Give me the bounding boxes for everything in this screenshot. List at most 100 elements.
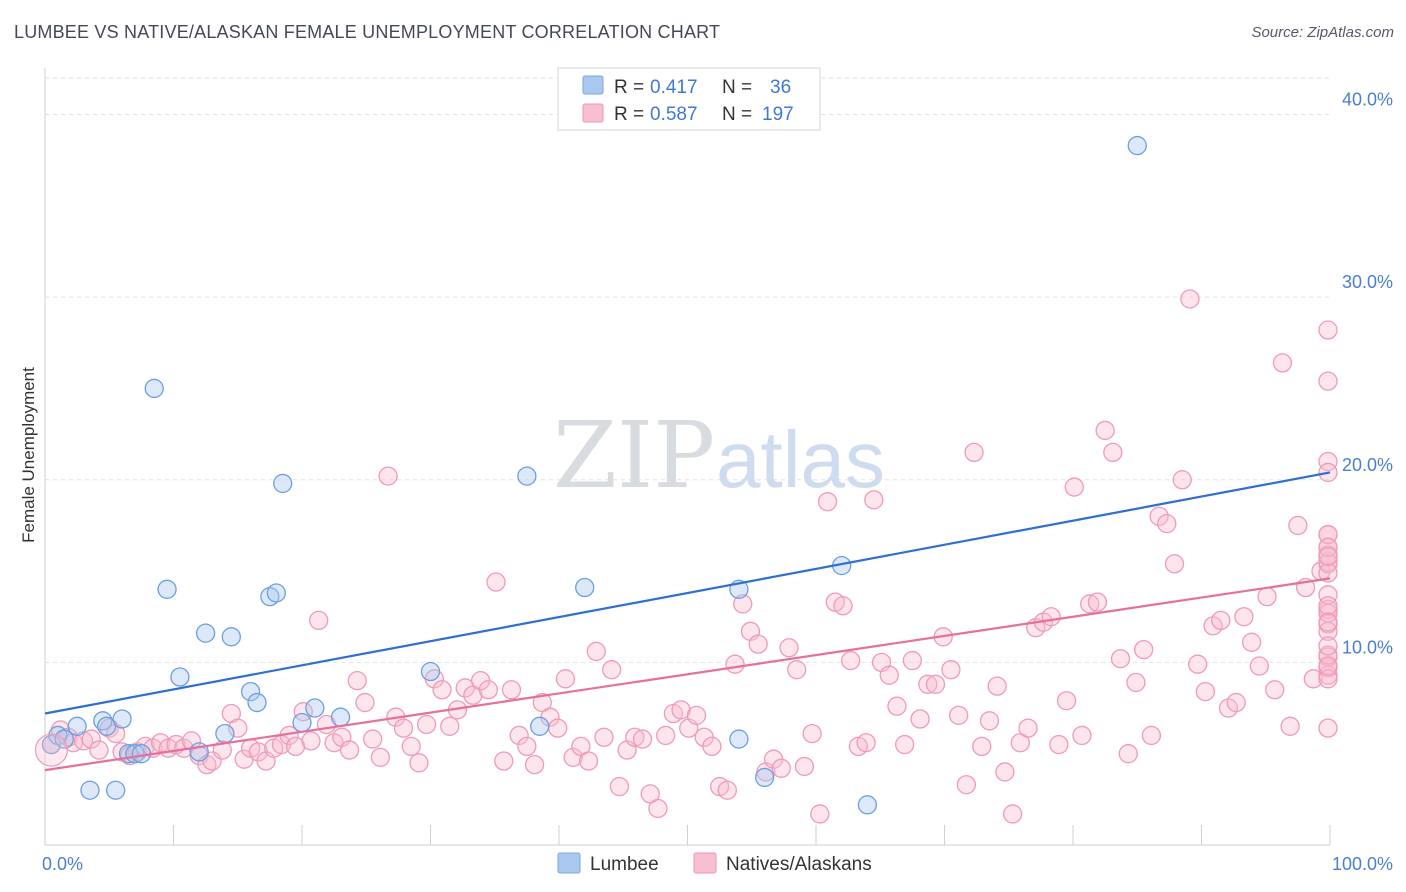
data-point-lumbee — [157, 579, 177, 599]
data-point-natives-alaskans — [864, 490, 884, 510]
data-point-natives-alaskans — [1118, 744, 1138, 764]
trend-lines — [44, 471, 1331, 772]
data-point-lumbee — [195, 623, 216, 643]
data-point-natives-alaskans — [879, 665, 899, 685]
data-point-natives-alaskans — [1041, 607, 1061, 627]
data-point-natives-alaskans — [1257, 586, 1277, 607]
data-point-natives-alaskans — [632, 729, 653, 749]
legend-n-label-1: N = — [722, 77, 752, 98]
data-point-natives-alaskans — [1249, 656, 1269, 676]
data-point-natives-alaskans — [586, 641, 606, 662]
data-point-natives-alaskans — [1241, 632, 1262, 652]
legend-n-value-1: 36 — [770, 77, 791, 98]
data-point-natives-alaskans — [548, 718, 568, 738]
data-point-natives-alaskans — [1164, 554, 1185, 574]
data-point-natives-alaskans — [648, 798, 668, 819]
data-point-lumbee — [575, 577, 595, 598]
y-tick-label: 10.0% — [1342, 637, 1393, 657]
data-point-natives-alaskans — [1187, 654, 1208, 674]
data-point-natives-alaskans — [432, 680, 452, 700]
data-point-natives-alaskans — [1103, 442, 1123, 463]
legend-box: R = 0.417 N = 36 R = 0.587 N = 197 — [557, 67, 821, 131]
data-point-lumbee — [530, 716, 550, 736]
legend-swatch-lumbee — [582, 75, 604, 95]
data-point-natives-alaskans — [517, 736, 537, 757]
data-point-natives-alaskans — [948, 705, 969, 725]
data-point-lumbee — [305, 698, 325, 718]
legend-r-label-1: R = — [614, 77, 644, 98]
data-point-natives-alaskans — [1157, 513, 1177, 534]
data-point-natives-alaskans — [1002, 804, 1023, 824]
data-point-lumbee — [420, 661, 441, 682]
data-point-natives-alaskans — [347, 670, 367, 691]
legend-r-label-2: R = — [614, 104, 644, 125]
legend-n-value-2: 197 — [762, 104, 794, 125]
data-point-lumbee — [106, 780, 126, 800]
data-point-natives-alaskans — [925, 674, 946, 694]
data-point-lumbee — [221, 627, 241, 647]
source-credit: Source: ZipAtlas.com — [1251, 24, 1394, 41]
data-point-natives-alaskans — [401, 736, 421, 757]
data-point-natives-alaskans — [355, 692, 375, 713]
data-point-natives-alaskans — [370, 747, 391, 767]
data-point-natives-alaskans — [1318, 718, 1338, 738]
data-point-natives-alaskans — [717, 780, 737, 800]
data-point-natives-alaskans — [1134, 639, 1154, 660]
data-point-lumbee — [131, 744, 152, 764]
data-point-lumbee — [170, 667, 190, 687]
data-point-natives-alaskans — [1318, 636, 1338, 656]
data-point-natives-alaskans — [1272, 353, 1293, 373]
data-point-natives-alaskans — [524, 754, 545, 775]
data-point-natives-alaskans — [212, 740, 232, 760]
data-point-natives-alaskans — [725, 654, 745, 674]
data-point-natives-alaskans — [702, 736, 722, 757]
trend-line-natives-alaskans — [44, 577, 1331, 772]
y-tick-label: 40.0% — [1342, 90, 1393, 110]
data-point-lumbee — [97, 716, 117, 736]
bottom-legend-swatch-natives — [693, 852, 717, 874]
data-point-lumbee — [754, 767, 775, 788]
data-point-natives-alaskans — [89, 740, 109, 760]
data-point-lumbee — [112, 709, 132, 729]
data-point-natives-alaskans — [1095, 420, 1115, 441]
data-point-natives-alaskans — [941, 660, 961, 680]
data-point-natives-alaskans — [902, 650, 923, 671]
data-point-natives-alaskans — [887, 696, 907, 716]
data-point-natives-alaskans — [455, 678, 475, 698]
data-point-natives-alaskans — [733, 594, 753, 614]
data-point-natives-alaskans — [686, 705, 707, 725]
data-point-natives-alaskans — [895, 734, 915, 755]
data-point-natives-alaskans — [494, 751, 514, 771]
bottom-legend-label-lumbee: Lumbee — [590, 854, 659, 875]
data-point-natives-alaskans — [594, 727, 614, 747]
data-point-natives-alaskans — [563, 747, 583, 767]
data-point-natives-alaskans — [301, 731, 321, 751]
legend-r-value-1: 0.417 — [650, 77, 698, 98]
y-tick-label: 30.0% — [1342, 272, 1393, 292]
data-point-natives-alaskans — [501, 680, 522, 700]
data-point-natives-alaskans — [1318, 656, 1338, 676]
data-point-natives-alaskans — [956, 775, 976, 795]
data-point-natives-alaskans — [1318, 563, 1338, 583]
data-point-lumbee — [517, 466, 537, 486]
data-point-natives-alaskans — [979, 711, 1000, 731]
data-point-natives-alaskans — [748, 634, 768, 654]
data-point-natives-alaskans — [1265, 680, 1285, 700]
data-point-natives-alaskans — [1080, 594, 1100, 614]
data-point-natives-alaskans — [1318, 451, 1338, 472]
data-point-natives-alaskans — [1211, 610, 1231, 631]
data-point-lumbee — [273, 473, 293, 494]
data-point-natives-alaskans — [1318, 320, 1338, 340]
data-point-natives-alaskans — [393, 718, 414, 738]
bottom-legend-label-natives: Natives/Alaskans — [726, 854, 872, 875]
data-point-natives-alaskans — [363, 729, 383, 749]
data-point-natives-alaskans — [416, 714, 437, 735]
data-point-lumbee — [729, 729, 749, 749]
data-point-natives-alaskans — [1303, 669, 1323, 689]
bottom-legend-swatch-lumbee — [557, 852, 581, 874]
legend-n-label-2: N = — [722, 104, 752, 125]
data-point-lumbee — [1127, 135, 1147, 156]
data-point-lumbee — [144, 378, 164, 399]
data-point-natives-alaskans — [1318, 546, 1338, 567]
